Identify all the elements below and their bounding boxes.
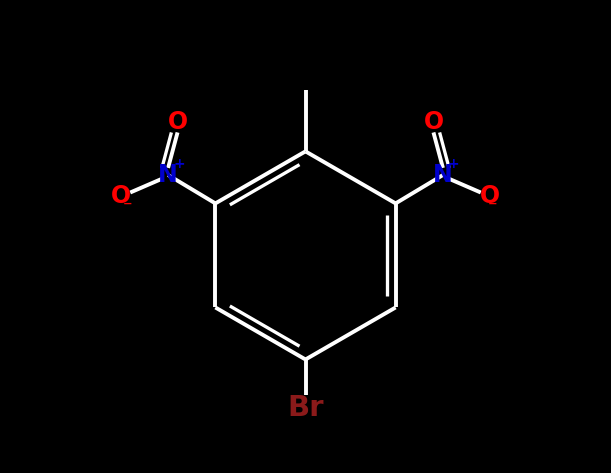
Text: ⁻: ⁻ — [123, 199, 133, 217]
Text: +: + — [173, 157, 185, 171]
Text: O: O — [111, 184, 131, 208]
Text: +: + — [448, 157, 459, 171]
Text: O: O — [423, 110, 444, 133]
Text: Br: Br — [287, 394, 324, 422]
Text: N: N — [158, 163, 178, 187]
Text: O: O — [167, 110, 188, 133]
Text: N: N — [433, 163, 453, 187]
Text: O: O — [480, 184, 500, 208]
Text: ⁻: ⁻ — [488, 199, 497, 217]
